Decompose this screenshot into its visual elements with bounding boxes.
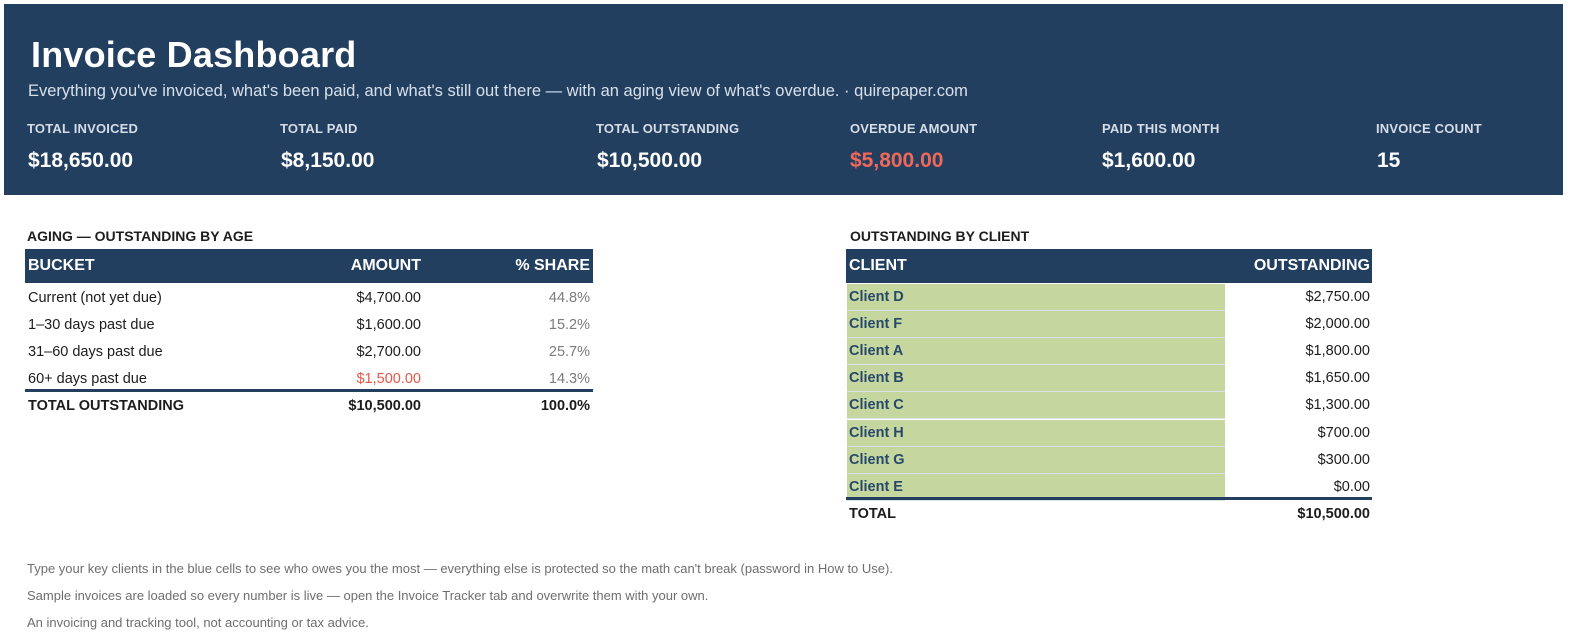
client-input-cell[interactable]: Client H xyxy=(847,420,1225,447)
client-outstanding-cell: $0.00 xyxy=(1230,474,1370,501)
client-outstanding-cell: $2,750.00 xyxy=(1230,284,1370,311)
client-outstanding-value: $2,750.00 xyxy=(1305,289,1370,305)
aging-total-row: TOTAL OUTSTANDING $10,500.00 100.0% xyxy=(25,393,593,420)
client-name: Client D xyxy=(849,289,904,305)
footer-note: Sample invoices are loaded so every numb… xyxy=(27,588,709,603)
aging-total-amount: $10,500.00 xyxy=(348,398,421,414)
kpi-paid-this-month-value: $1,600.00 xyxy=(1102,149,1196,172)
client-name: Client H xyxy=(849,425,904,441)
aging-row[interactable]: 1–30 days past due $1,600.00 15.2% xyxy=(25,312,593,339)
client-outstanding-cell: $2,000.00 xyxy=(1230,311,1370,338)
aging-table-header: BUCKET AMOUNT % SHARE xyxy=(25,249,593,283)
client-outstanding-value: $700.00 xyxy=(1317,425,1370,441)
client-input-cell[interactable]: Client D xyxy=(847,284,1225,311)
client-input-cell[interactable]: Client G xyxy=(847,447,1225,474)
client-total-row: TOTAL $10,500.00 xyxy=(846,501,1372,528)
client-outstanding-cell: $300.00 xyxy=(1230,447,1370,474)
client-total-amount: $10,500.00 xyxy=(1297,506,1370,522)
kpi-total-paid-label: TOTAL PAID xyxy=(280,121,358,136)
aging-amount-cell: $1,600.00 xyxy=(356,317,421,333)
kpi-overdue-amount-label: OVERDUE AMOUNT xyxy=(850,121,978,136)
footer-note: Type your key clients in the blue cells … xyxy=(27,561,893,576)
kpi-total-outstanding-value: $10,500.00 xyxy=(597,149,703,172)
page-title: Invoice Dashboard xyxy=(31,34,357,75)
client-section-title: OUTSTANDING BY CLIENT xyxy=(850,228,1030,244)
kpi-total-paid-value: $8,150.00 xyxy=(281,149,375,172)
aging-bucket-cell: 1–30 days past due xyxy=(28,317,155,333)
client-outstanding-cell: $1,650.00 xyxy=(1230,365,1370,392)
client-col-outstanding: OUTSTANDING xyxy=(1253,257,1370,274)
kpi-overdue-amount-value: $5,800.00 xyxy=(850,149,944,172)
kpi-invoice-count-label: INVOICE COUNT xyxy=(1376,121,1482,136)
aging-col-bucket: BUCKET xyxy=(28,257,95,274)
aging-bucket-cell: 60+ days past due xyxy=(28,371,147,387)
page-subtitle: Everything you've invoiced, what's been … xyxy=(28,82,968,100)
aging-bucket-cell: 31–60 days past due xyxy=(28,344,163,360)
footer-note: An invoicing and tracking tool, not acco… xyxy=(27,615,369,630)
dashboard-header: Invoice Dashboard Everything you've invo… xyxy=(4,4,1563,195)
client-outstanding-cell: $700.00 xyxy=(1230,420,1370,447)
client-outstanding-value: $1,650.00 xyxy=(1305,370,1370,386)
client-name: Client A xyxy=(849,343,904,359)
client-outstanding-value: $1,300.00 xyxy=(1305,397,1370,413)
aging-share-cell: 25.7% xyxy=(548,344,590,360)
aging-row[interactable]: 60+ days past due $1,500.00 14.3% xyxy=(25,366,593,393)
aging-row[interactable]: Current (not yet due) $4,700.00 44.8% xyxy=(25,285,593,312)
aging-amount-cell: $1,500.00 xyxy=(356,371,421,387)
client-input-cell[interactable]: Client C xyxy=(847,392,1225,419)
client-outstanding-value: $2,000.00 xyxy=(1305,316,1370,332)
aging-amount-cell: $4,700.00 xyxy=(356,290,421,306)
client-input-cell[interactable]: Client B xyxy=(847,365,1225,392)
aging-col-share: % SHARE xyxy=(515,257,590,274)
aging-section-title: AGING — OUTSTANDING BY AGE xyxy=(27,228,254,244)
aging-total-divider xyxy=(25,389,593,392)
client-outstanding-value: $0.00 xyxy=(1333,479,1370,495)
aging-share-cell: 14.3% xyxy=(548,371,590,387)
client-input-cell[interactable]: Client E xyxy=(847,474,1225,501)
client-outstanding-cell: $1,300.00 xyxy=(1230,392,1370,419)
client-name: Client B xyxy=(849,370,904,386)
kpi-total-invoiced-value: $18,650.00 xyxy=(28,149,134,172)
kpi-total-outstanding-label: TOTAL OUTSTANDING xyxy=(596,121,740,136)
client-input-cell[interactable]: Client A xyxy=(847,338,1225,365)
client-name: Client C xyxy=(849,397,904,413)
client-input-cell[interactable]: Client F xyxy=(847,311,1225,338)
client-name: Client G xyxy=(849,452,905,468)
client-outstanding-cell: $1,800.00 xyxy=(1230,338,1370,365)
aging-amount-cell: $2,700.00 xyxy=(356,344,421,360)
kpi-total-invoiced-label: TOTAL INVOICED xyxy=(27,121,139,136)
client-outstanding-value: $300.00 xyxy=(1317,452,1370,468)
client-total-label: TOTAL xyxy=(849,506,896,522)
aging-share-cell: 44.8% xyxy=(548,290,590,306)
client-total-divider xyxy=(846,497,1372,500)
kpi-paid-this-month-label: PAID THIS MONTH xyxy=(1102,121,1220,136)
client-name: Client F xyxy=(849,316,903,332)
client-table-header: CLIENT OUTSTANDING xyxy=(846,249,1372,283)
aging-share-cell: 15.2% xyxy=(548,317,590,333)
aging-col-amount: AMOUNT xyxy=(350,257,421,274)
client-outstanding-value: $1,800.00 xyxy=(1305,343,1370,359)
aging-bucket-cell: Current (not yet due) xyxy=(28,290,162,306)
aging-total-share: 100.0% xyxy=(540,398,590,414)
kpi-invoice-count-value: 15 xyxy=(1377,149,1401,172)
aging-row[interactable]: 31–60 days past due $2,700.00 25.7% xyxy=(25,339,593,366)
client-col-client: CLIENT xyxy=(849,257,907,274)
client-name: Client E xyxy=(849,479,903,495)
aging-total-label: TOTAL OUTSTANDING xyxy=(28,398,185,414)
